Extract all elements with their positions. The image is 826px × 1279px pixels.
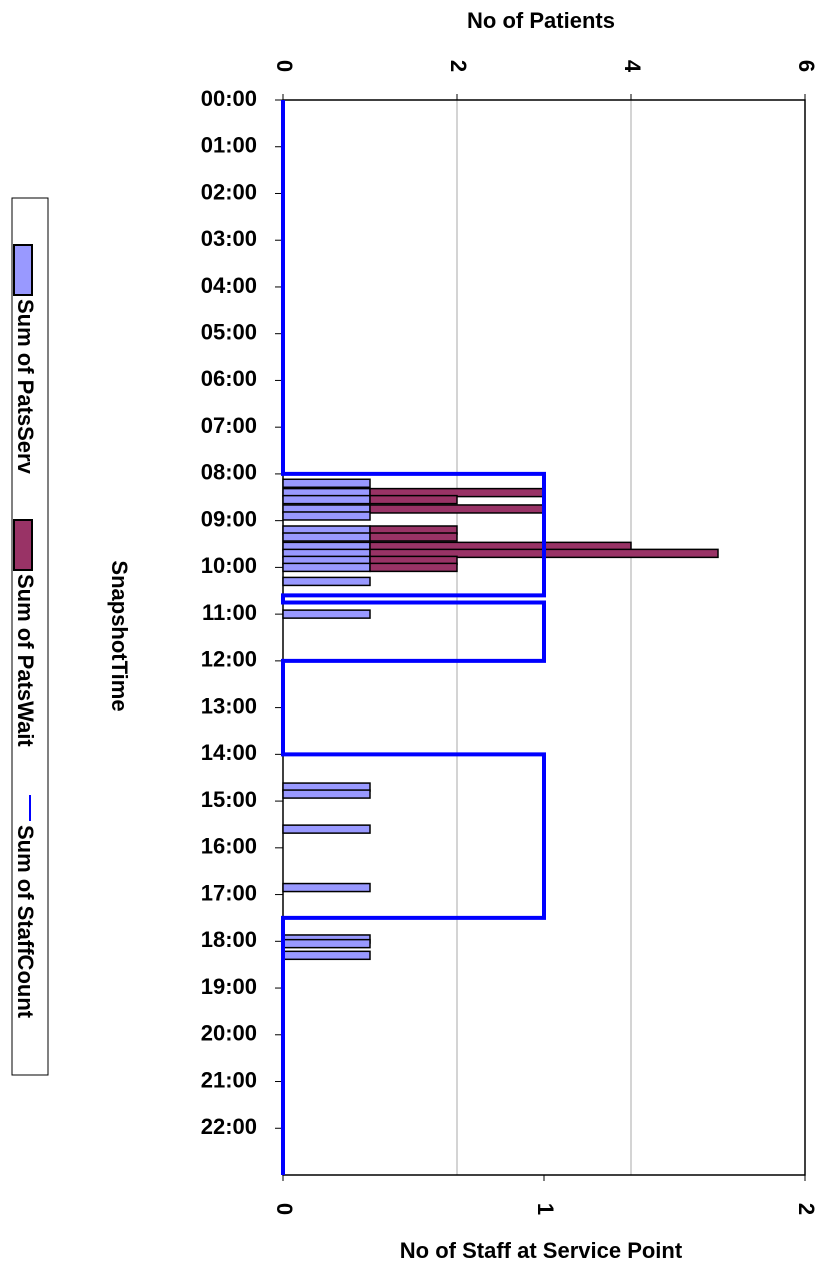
legend-swatch bbox=[13, 519, 33, 571]
bar bbox=[282, 882, 371, 893]
bar bbox=[282, 789, 371, 799]
y-axis-title: SnapshotTime bbox=[107, 560, 132, 711]
y-tick-label: 10:00 bbox=[201, 553, 257, 578]
bar bbox=[282, 511, 371, 521]
legend-label: Sum of PatsWait bbox=[13, 574, 38, 747]
x-tick-label: 6 bbox=[794, 60, 819, 72]
y-tick-label: 02:00 bbox=[201, 179, 257, 204]
y-tick-label: 14:00 bbox=[201, 740, 257, 765]
y-tick-label: 16:00 bbox=[201, 834, 257, 859]
bar bbox=[282, 562, 371, 573]
bar bbox=[282, 576, 371, 587]
legend-box bbox=[11, 197, 49, 1076]
x-tick-label: 0 bbox=[272, 60, 297, 72]
y-tick-label: 13:00 bbox=[201, 693, 257, 718]
y-tick-label: 18:00 bbox=[201, 927, 257, 952]
x-axis-title: No of Patients bbox=[467, 8, 615, 33]
bar bbox=[369, 504, 545, 514]
x-tick-label: 4 bbox=[620, 60, 645, 73]
x-tick-label: 2 bbox=[446, 60, 471, 72]
bar bbox=[282, 494, 371, 505]
bar bbox=[282, 938, 371, 949]
y-tick-label: 19:00 bbox=[201, 974, 257, 999]
staff-line bbox=[281, 100, 546, 1175]
legend-swatch bbox=[13, 244, 33, 296]
legend-label: Sum of PatsServ bbox=[13, 299, 38, 475]
bar bbox=[282, 609, 371, 619]
x2-tick-label: 0 bbox=[272, 1203, 297, 1215]
y-tick-label: 03:00 bbox=[201, 226, 257, 251]
bar bbox=[282, 532, 371, 542]
y-tick-label: 11:00 bbox=[202, 600, 257, 625]
legend-label: Sum of StaffCount bbox=[13, 825, 38, 1019]
y-tick-label: 07:00 bbox=[201, 413, 257, 438]
y-tick-label: 12:00 bbox=[201, 647, 257, 672]
plot-frame bbox=[282, 99, 806, 1176]
y-tick-label: 06:00 bbox=[201, 366, 257, 391]
y-tick-label: 21:00 bbox=[201, 1067, 257, 1092]
y-tick-label: 17:00 bbox=[201, 880, 257, 905]
y-tick-label: 08:00 bbox=[201, 460, 257, 485]
bar bbox=[282, 950, 371, 961]
y-tick-label: 20:00 bbox=[201, 1021, 257, 1046]
bar bbox=[369, 494, 458, 505]
y-tick-label: 01:00 bbox=[201, 133, 257, 158]
bar bbox=[282, 824, 371, 834]
y-tick-label: 00:00 bbox=[201, 86, 257, 111]
x2-tick-label: 2 bbox=[794, 1203, 819, 1215]
x2-tick-label: 1 bbox=[533, 1203, 558, 1215]
bar bbox=[369, 532, 458, 542]
y-tick-label: 09:00 bbox=[201, 506, 257, 531]
y-tick-label: 04:00 bbox=[201, 273, 257, 298]
y-tick-label: 05:00 bbox=[201, 320, 257, 345]
y-tick-label: 15:00 bbox=[201, 787, 257, 812]
x2-axis-title: No of Staff at Service Point bbox=[400, 1238, 683, 1263]
bar bbox=[282, 478, 371, 489]
y-tick-label: 22:00 bbox=[201, 1114, 257, 1139]
bar bbox=[369, 562, 458, 573]
